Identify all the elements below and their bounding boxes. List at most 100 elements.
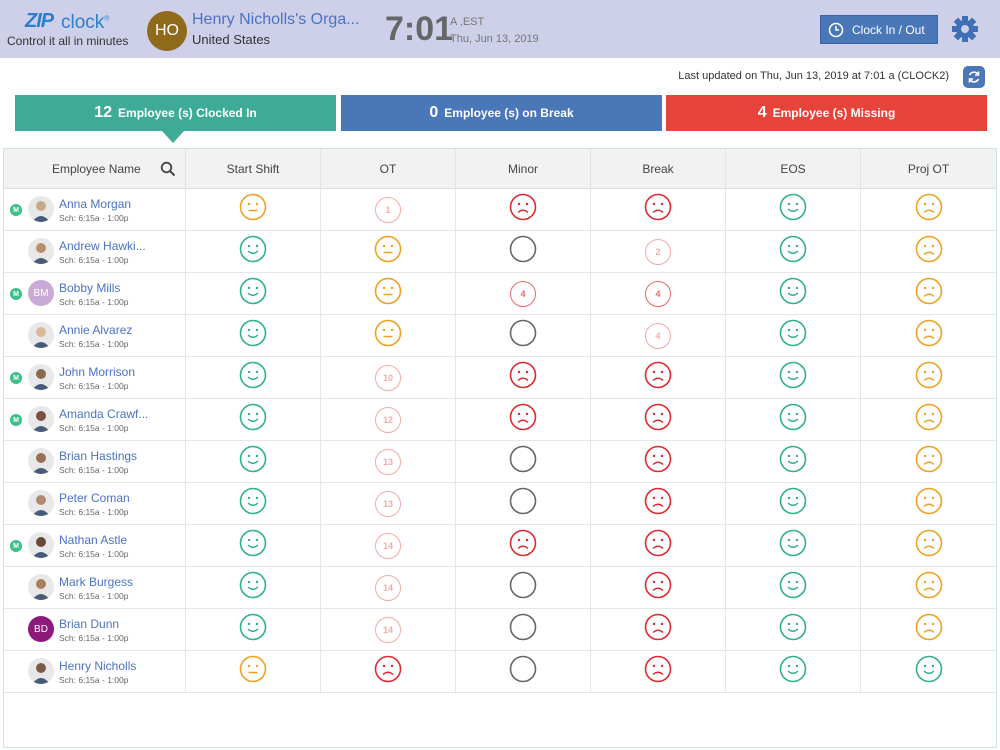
cell-break[interactable] (591, 651, 726, 692)
cell-ot[interactable] (321, 651, 456, 692)
column-header-eos[interactable]: EOS (726, 149, 861, 189)
cell-minor[interactable] (456, 189, 591, 230)
cell-start-shift[interactable] (186, 231, 321, 272)
cell-ot[interactable]: 14 (321, 609, 456, 650)
avatar[interactable] (28, 196, 54, 222)
search-icon[interactable] (160, 161, 176, 177)
cell-break[interactable]: 4 (591, 273, 726, 314)
stat-on-break[interactable]: 0 Employee (s) on Break (341, 95, 662, 131)
cell-ot[interactable] (321, 273, 456, 314)
cell-ot[interactable]: 12 (321, 399, 456, 440)
cell-proj-ot[interactable] (861, 483, 996, 524)
cell-minor[interactable]: 4 (456, 273, 591, 314)
avatar[interactable] (28, 322, 54, 348)
cell-eos[interactable] (726, 651, 861, 692)
org-name[interactable]: Henry Nicholls's Orga... (192, 11, 360, 28)
cell-break[interactable] (591, 567, 726, 608)
cell-proj-ot[interactable] (861, 567, 996, 608)
column-header-break[interactable]: Break (591, 149, 726, 189)
avatar[interactable] (28, 364, 54, 390)
table-row[interactable]: Henry Nicholls Sch: 6:15a - 1:00p (4, 651, 996, 693)
cell-eos[interactable] (726, 483, 861, 524)
table-row[interactable]: M John Morrison Sch: 6:15a - 1:00p 10 (4, 357, 996, 399)
avatar[interactable] (28, 406, 54, 432)
cell-proj-ot[interactable] (861, 399, 996, 440)
cell-proj-ot[interactable] (861, 609, 996, 650)
employee-name[interactable]: Anna Morgan (59, 197, 132, 211)
cell-break[interactable] (591, 441, 726, 482)
cell-eos[interactable] (726, 441, 861, 482)
stat-clocked-in[interactable]: 12 Employee (s) Clocked In (15, 95, 336, 131)
avatar[interactable] (28, 448, 54, 474)
employee-name[interactable]: Brian Dunn (59, 617, 120, 631)
employee-name[interactable]: John Morrison (59, 365, 136, 379)
employee-name[interactable]: Henry Nicholls (59, 659, 137, 673)
employee-name[interactable]: Nathan Astle (59, 533, 128, 547)
cell-ot[interactable]: 14 (321, 525, 456, 566)
avatar[interactable] (28, 658, 54, 684)
table-row[interactable]: M BM Bobby Mills Sch: 6:15a - 1:00p 4 4 (4, 273, 996, 315)
cell-eos[interactable] (726, 315, 861, 356)
cell-start-shift[interactable] (186, 315, 321, 356)
column-header-start-shift[interactable]: Start Shift (186, 149, 321, 189)
cell-ot[interactable] (321, 231, 456, 272)
cell-minor[interactable] (456, 441, 591, 482)
cell-proj-ot[interactable] (861, 651, 996, 692)
cell-ot[interactable]: 10 (321, 357, 456, 398)
gear-icon[interactable] (950, 14, 980, 44)
cell-ot[interactable] (321, 315, 456, 356)
cell-proj-ot[interactable] (861, 357, 996, 398)
table-row[interactable]: Brian Hastings Sch: 6:15a - 1:00p 13 (4, 441, 996, 483)
cell-minor[interactable] (456, 399, 591, 440)
cell-minor[interactable] (456, 315, 591, 356)
cell-minor[interactable] (456, 231, 591, 272)
cell-break[interactable] (591, 483, 726, 524)
cell-break[interactable]: 2 (591, 231, 726, 272)
cell-break[interactable] (591, 189, 726, 230)
column-header-proj-ot[interactable]: Proj OT (907, 162, 950, 176)
cell-start-shift[interactable] (186, 483, 321, 524)
cell-minor[interactable] (456, 525, 591, 566)
cell-break[interactable]: 4 (591, 315, 726, 356)
cell-eos[interactable] (726, 231, 861, 272)
table-row[interactable]: Peter Coman Sch: 6:15a - 1:00p 13 (4, 483, 996, 525)
table-row[interactable]: Mark Burgess Sch: 6:15a - 1:00p 14 (4, 567, 996, 609)
cell-start-shift[interactable] (186, 525, 321, 566)
cell-ot[interactable]: 13 (321, 441, 456, 482)
cell-break[interactable] (591, 399, 726, 440)
employee-name[interactable]: Brian Hastings (59, 449, 138, 463)
cell-ot[interactable]: 14 (321, 567, 456, 608)
cell-break[interactable] (591, 525, 726, 566)
cell-minor[interactable] (456, 483, 591, 524)
cell-proj-ot[interactable] (861, 315, 996, 356)
cell-minor[interactable] (456, 357, 591, 398)
cell-start-shift[interactable] (186, 273, 321, 314)
clock-in-out-button[interactable]: Clock In / Out (820, 15, 938, 44)
cell-start-shift[interactable] (186, 567, 321, 608)
table-row[interactable]: M Amanda Crawf... Sch: 6:15a - 1:00p 12 (4, 399, 996, 441)
avatar[interactable]: BM (28, 280, 54, 306)
avatar[interactable] (28, 532, 54, 558)
cell-eos[interactable] (726, 567, 861, 608)
cell-minor[interactable] (456, 651, 591, 692)
avatar[interactable] (28, 574, 54, 600)
employee-name[interactable]: Andrew Hawki... (59, 239, 146, 253)
avatar[interactable]: BD (28, 616, 54, 642)
employee-name[interactable]: Bobby Mills (59, 281, 121, 295)
avatar[interactable] (28, 490, 54, 516)
column-header-employee-name[interactable]: Employee Name (4, 149, 186, 189)
employee-name[interactable]: Mark Burgess (59, 575, 134, 589)
cell-eos[interactable] (726, 609, 861, 650)
table-row[interactable]: BD Brian Dunn Sch: 6:15a - 1:00p 14 (4, 609, 996, 651)
avatar[interactable] (28, 238, 54, 264)
column-header-ot[interactable]: OT (321, 149, 456, 189)
cell-eos[interactable] (726, 525, 861, 566)
cell-start-shift[interactable] (186, 357, 321, 398)
stat-missing[interactable]: 4 Employee (s) Missing (666, 95, 987, 131)
cell-start-shift[interactable] (186, 651, 321, 692)
cell-proj-ot[interactable] (861, 441, 996, 482)
cell-eos[interactable] (726, 399, 861, 440)
cell-break[interactable] (591, 357, 726, 398)
column-header-minor[interactable]: Minor (456, 149, 591, 189)
table-row[interactable]: M Nathan Astle Sch: 6:15a - 1:00p 14 (4, 525, 996, 567)
